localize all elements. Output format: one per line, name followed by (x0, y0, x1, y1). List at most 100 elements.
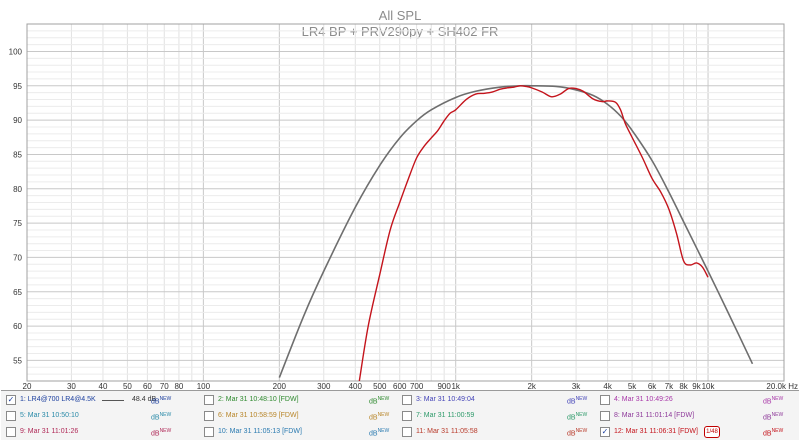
legend-checkbox[interactable] (402, 427, 412, 437)
legend-db-button[interactable]: dBNEW (151, 392, 171, 409)
plot-area (26, 23, 785, 382)
x-tick-label: 600 (393, 382, 407, 391)
legend-checkbox[interactable] (204, 427, 214, 437)
legend-db-button[interactable]: dBNEW (567, 408, 587, 425)
x-tick-label: 8k (679, 382, 688, 391)
legend-label: 6: Mar 31 10:58:59 [FDW] (218, 412, 299, 419)
x-tick-label: 3k (572, 382, 581, 391)
series-line-2 (358, 85, 709, 381)
legend-db-label: dB (151, 398, 160, 406)
legend-new-tag: NEW (377, 428, 390, 434)
legend-db-label: dB (567, 398, 576, 406)
y-tick-label: 100 (9, 47, 23, 56)
x-tick-label: 1k (451, 382, 460, 391)
x-tick-label: 80 (174, 382, 183, 391)
x-tick-label: 2k (527, 382, 536, 391)
legend-item[interactable]: 3: Mar 31 10:49:04 dBNEW (402, 393, 594, 407)
legend-label: 1: LR4@700 LR4@4.5K (20, 396, 96, 403)
legend-new-tag: NEW (377, 412, 390, 418)
legend-db-button[interactable]: dBNEW (369, 408, 389, 425)
y-tick-label: 70 (13, 253, 22, 262)
legend-db-button[interactable]: dBNEW (151, 408, 171, 425)
legend-new-tag: NEW (575, 412, 588, 418)
legend-new-tag: NEW (771, 428, 784, 434)
legend-item[interactable]: ✓ 1: LR4@700 LR4@4.5K 48.4 dB dBNEW (6, 393, 198, 407)
legend-db-label: dB (763, 414, 772, 422)
legend-db-button[interactable]: dBNEW (763, 424, 783, 441)
legend-item[interactable]: 2: Mar 31 10:48:10 [FDW] dBNEW (204, 393, 396, 407)
legend-item[interactable]: 10: Mar 31 11:05:13 [FDW] dBNEW (204, 425, 396, 439)
legend-checkbox[interactable]: ✓ (600, 427, 610, 437)
legend-db-label: dB (567, 414, 576, 422)
legend-checkbox[interactable] (204, 395, 214, 405)
y-tick-label: 75 (13, 219, 22, 228)
x-tick-label: 7k (665, 382, 674, 391)
y-tick-label: 85 (13, 150, 22, 159)
grid (27, 24, 784, 381)
legend-db-button[interactable]: dBNEW (567, 424, 587, 441)
y-axis-ticks: 55 60 65 70 75 80 85 90 95 100 (9, 47, 23, 365)
x-tick-label: 400 (349, 382, 363, 391)
legend-item[interactable]: 6: Mar 31 10:58:59 [FDW] dBNEW (204, 409, 396, 423)
legend-checkbox[interactable] (6, 411, 16, 421)
legend-db-label: dB (567, 430, 576, 438)
legend-db-button[interactable]: dBNEW (151, 424, 171, 441)
legend-offset: 48.4 dB (132, 396, 157, 403)
measurement-legend: ✓ 1: LR4@700 LR4@4.5K 48.4 dB dBNEW 2: Mar 3… (1, 390, 799, 440)
legend-new-tag: NEW (575, 428, 588, 434)
x-tick-label: 700 (410, 382, 424, 391)
legend-item[interactable]: 9: Mar 31 11:01:26 dBNEW (6, 425, 198, 439)
x-tick-label: 900 (437, 382, 451, 391)
legend-db-label: dB (369, 414, 378, 422)
legend-db-label: dB (369, 398, 378, 406)
legend-item[interactable]: 7: Mar 31 11:00:59 dBNEW (402, 409, 594, 423)
x-tick-label: 30 (67, 382, 76, 391)
x-tick-label: 40 (99, 382, 108, 391)
y-tick-label: 65 (13, 288, 22, 297)
legend-item[interactable]: 11: Mar 31 11:05:58 dBNEW (402, 425, 594, 439)
x-tick-label: 500 (373, 382, 387, 391)
x-tick-label: 9k (692, 382, 701, 391)
legend-checkbox[interactable] (600, 395, 610, 405)
legend-badge: 1/48 (704, 426, 720, 438)
legend-item[interactable]: 4: Mar 31 10:49:26 dBNEW (600, 393, 792, 407)
legend-db-label: dB (151, 414, 160, 422)
x-tick-label: 10k (702, 382, 716, 391)
legend-db-button[interactable]: dBNEW (763, 408, 783, 425)
x-tick-label: 5k (628, 382, 637, 391)
x-tick-label: 20.0k Hz (766, 382, 798, 391)
legend-checkbox[interactable] (204, 411, 214, 421)
legend-db-button[interactable]: dBNEW (369, 424, 389, 441)
legend-checkbox[interactable] (402, 395, 412, 405)
y-tick-label: 90 (13, 116, 22, 125)
legend-label: 4: Mar 31 10:49:26 (614, 396, 673, 403)
legend-db-button[interactable]: dBNEW (369, 392, 389, 409)
x-tick-label: 100 (197, 382, 211, 391)
legend-db-button[interactable]: dBNEW (567, 392, 587, 409)
series-line-1 (278, 84, 754, 378)
legend-label: 9: Mar 31 11:01:26 (20, 428, 79, 435)
legend-checkbox[interactable]: ✓ (6, 395, 16, 405)
legend-checkbox[interactable] (600, 411, 610, 421)
legend-label: 2: Mar 31 10:48:10 [FDW] (218, 396, 299, 403)
x-tick-label: 20 (23, 382, 32, 391)
legend-new-tag: NEW (377, 396, 390, 402)
legend-db-label: dB (763, 398, 772, 406)
chart-title: All SPL (379, 8, 422, 23)
legend-line-swatch (102, 400, 124, 401)
legend-label: 11: Mar 31 11:05:58 (416, 428, 478, 435)
legend-item[interactable]: 8: Mar 31 11:01:14 [FDW] dBNEW (600, 409, 792, 423)
legend-label: 3: Mar 31 10:49:04 (416, 396, 475, 403)
x-tick-label: 70 (160, 382, 169, 391)
legend-db-button[interactable]: dBNEW (763, 392, 783, 409)
legend-checkbox[interactable] (6, 427, 16, 437)
legend-label: 5: Mar 31 10:50:10 (20, 412, 79, 419)
legend-new-tag: NEW (771, 396, 784, 402)
legend-item[interactable]: ✓ 12: Mar 31 11:06:31 [FDW] 1/48 dBNEW (600, 425, 792, 439)
legend-label: 10: Mar 31 11:05:13 [FDW] (218, 428, 302, 435)
legend-checkbox[interactable] (402, 411, 412, 421)
y-tick-label: 55 (13, 356, 22, 365)
legend-item[interactable]: 5: Mar 31 10:50:10 dBNEW (6, 409, 198, 423)
legend-new-tag: NEW (159, 396, 172, 402)
